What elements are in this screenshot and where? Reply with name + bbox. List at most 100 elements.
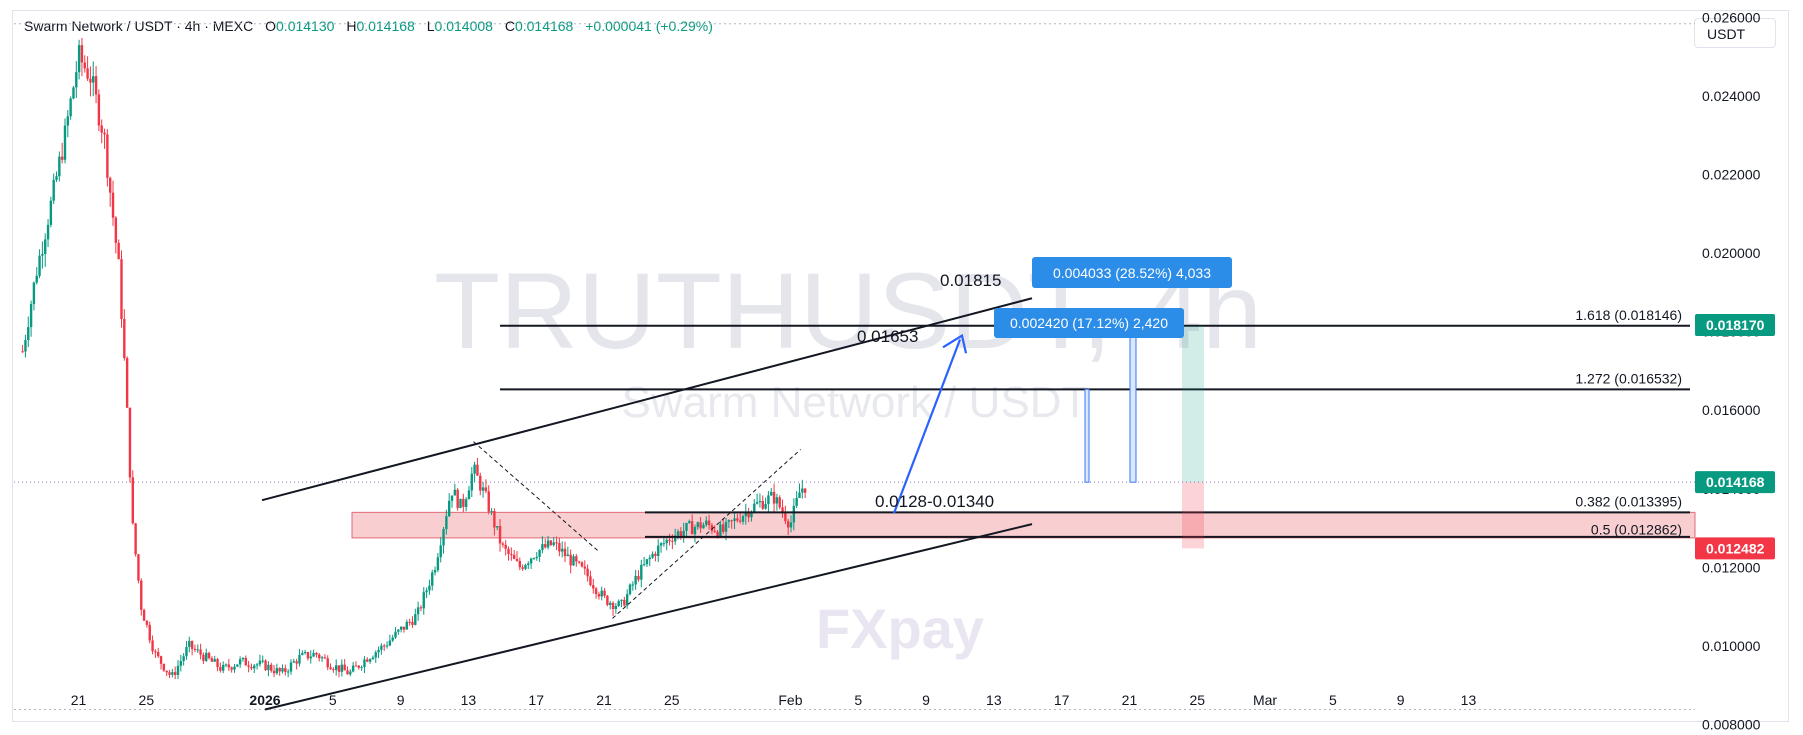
candle-body	[351, 665, 355, 672]
candle-body	[775, 497, 779, 504]
candle-body	[558, 542, 561, 552]
candle-body	[185, 646, 188, 657]
symbol-title[interactable]: Swarm Network / USDT · 4h · MEXC	[24, 18, 254, 34]
candle-body	[117, 242, 120, 260]
candle-body	[447, 500, 451, 517]
candle-body	[334, 665, 338, 671]
candle-body	[792, 505, 796, 523]
position-profit-zone	[1182, 325, 1204, 483]
candle-body	[693, 527, 697, 535]
fib-1272-label: 1.272 (0.016532)	[1575, 370, 1682, 386]
candle-body	[600, 590, 603, 597]
candle-body	[114, 217, 118, 243]
symbol-header: Swarm Network / USDT · 4h · MEXC O 0.0141…	[24, 18, 713, 34]
candle-body	[258, 660, 262, 665]
candle-body	[645, 559, 649, 565]
candle-body	[162, 663, 166, 671]
candle-body	[640, 564, 643, 580]
candle-body	[207, 652, 211, 659]
candle-body	[151, 640, 154, 652]
candle-body	[176, 665, 180, 675]
candle-body	[227, 664, 231, 668]
candle-body	[44, 239, 47, 254]
time-tick-label: 5	[1329, 692, 1337, 708]
candle-body	[764, 503, 767, 509]
candle-body	[354, 665, 358, 667]
candle-body	[349, 671, 352, 675]
candle-body	[405, 621, 409, 630]
candle-body	[716, 531, 719, 537]
candle-body	[272, 670, 276, 674]
callout-text-1: 0.004033 (28.52%) 4,033	[1053, 265, 1211, 281]
candle-body	[298, 654, 301, 664]
candle-body	[253, 665, 256, 669]
candle-body	[377, 649, 380, 653]
candle-body	[767, 495, 770, 504]
chart-frame	[12, 10, 1789, 722]
candle-body	[479, 475, 482, 491]
time-tick-label: 13	[986, 692, 1002, 708]
candle-body	[470, 473, 473, 491]
currency-button[interactable]: USDT	[1694, 18, 1776, 48]
candle-body	[671, 540, 674, 542]
watermark-logo: FXpay	[816, 597, 984, 660]
candles	[21, 37, 807, 680]
candle-body	[710, 525, 714, 531]
candle-body	[371, 657, 375, 660]
candle-body	[394, 631, 397, 638]
reference-lines	[14, 23, 1695, 711]
candle-body	[431, 572, 434, 586]
time-axis[interactable]: 21 25 2026 5 9 13 17 21 25 Feb 5 9 13 17 21 25 Mar 5 9 13	[71, 692, 1477, 708]
candle-body	[699, 522, 702, 529]
candle-body	[219, 667, 222, 671]
support-zone-rect	[351, 511, 1696, 539]
time-tick-label: 13	[1461, 692, 1477, 708]
projection-arrow-head	[942, 333, 968, 354]
candle-body	[363, 659, 366, 668]
candle-body	[315, 653, 318, 655]
measure-bar-2	[1129, 325, 1137, 483]
candle-body	[750, 511, 753, 518]
candle-body	[665, 539, 668, 544]
candle-body	[383, 645, 386, 647]
candle-body	[295, 661, 298, 664]
candle-body	[679, 531, 683, 537]
candle-body	[741, 516, 745, 522]
candle-body	[563, 548, 567, 557]
candle-body	[524, 565, 527, 569]
candle-body	[108, 177, 112, 193]
candle-body	[414, 614, 417, 625]
candle-body	[275, 668, 279, 674]
candle-body	[755, 502, 759, 504]
price-axis[interactable]: 0.0080000.0100000.0120000.0140000.016000…	[1695, 9, 1775, 732]
candle-body	[111, 192, 115, 218]
candle-body	[385, 645, 389, 647]
candle-body	[60, 156, 64, 160]
price-tick-label: 0.012000	[1702, 559, 1761, 575]
candle-body	[651, 553, 654, 558]
candle-body	[128, 407, 132, 478]
candle-body	[270, 664, 273, 671]
candle-body	[642, 564, 646, 566]
candle-body	[320, 657, 324, 659]
candle-body	[620, 599, 623, 602]
projection-arrow	[892, 339, 962, 514]
candle-body	[137, 554, 140, 581]
open-label: O	[265, 18, 277, 34]
candle-body	[148, 624, 151, 641]
zone-label: 0.0128-0.01340	[875, 492, 994, 511]
candle-body	[103, 132, 106, 135]
candle-body	[233, 666, 236, 670]
candle-body	[690, 521, 694, 535]
candle-body	[724, 521, 728, 532]
candle-body	[673, 535, 677, 542]
candle-body	[216, 659, 219, 668]
candle-body	[123, 319, 126, 359]
candle-body	[603, 590, 606, 596]
candle-body	[182, 656, 185, 662]
high-value: 0.014168	[356, 18, 415, 34]
candle-body	[72, 87, 75, 99]
candle-body	[346, 670, 349, 675]
fib-0382-label: 0.382 (0.013395)	[1575, 494, 1682, 510]
